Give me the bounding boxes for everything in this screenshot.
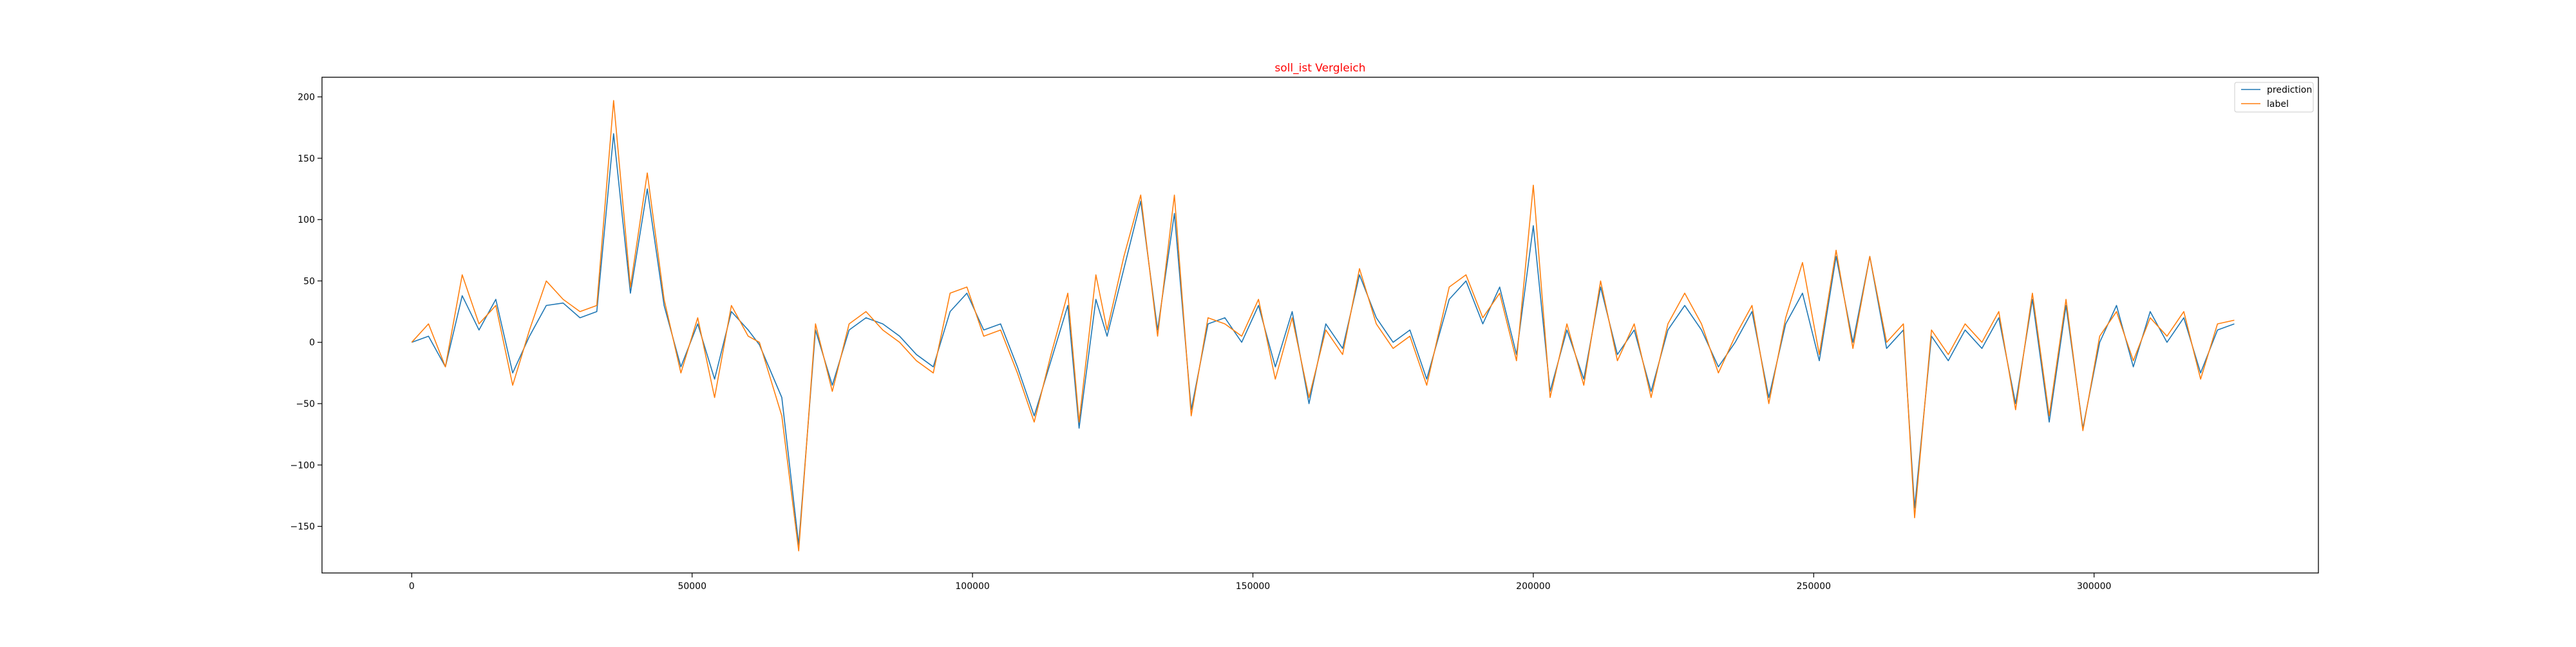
y-axis: 200 150 100 50 0 −50 −100 −150 [290,92,322,532]
x-tick-label: 250000 [1797,581,1831,592]
chart-title: soll_ist Vergleich [1274,62,1365,75]
y-tick-label: −100 [290,460,315,471]
series-layer [411,100,2235,552]
y-tick-label: 100 [298,215,315,225]
y-tick-label: 200 [298,92,315,102]
y-tick-label: 0 [309,338,315,348]
y-tick-label: 150 [298,154,315,164]
legend-label-label: label [2267,99,2289,109]
x-tick-label: 50000 [677,581,706,592]
x-tick-label: 300000 [2077,581,2111,592]
y-tick-label: −50 [296,399,315,409]
x-axis: 0 50000 100000 150000 200000 250000 300000 [409,573,2111,592]
y-tick-label: −150 [290,522,315,532]
x-tick-label: 100000 [955,581,989,592]
x-tick-label: 200000 [1516,581,1550,592]
x-tick-label: 150000 [1236,581,1270,592]
x-tick-label: 0 [409,581,415,592]
legend: prediction label [2234,82,2314,113]
y-tick-label: 50 [303,276,315,286]
series-line-label [411,100,2235,552]
legend-label-prediction: prediction [2267,85,2312,95]
plot-frame [321,77,2319,574]
